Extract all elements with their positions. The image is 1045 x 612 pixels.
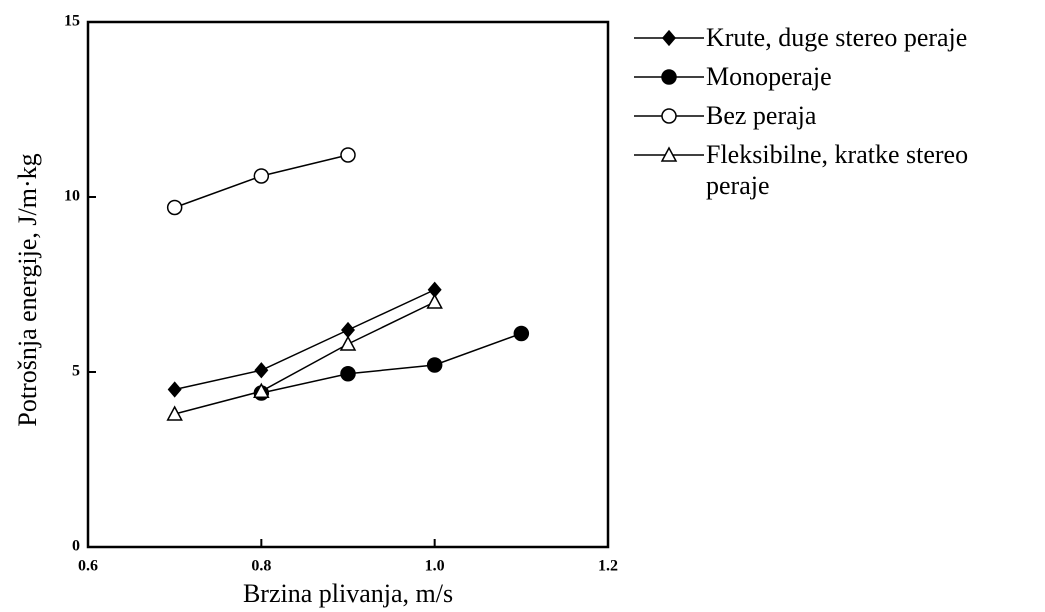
- y-tick-label: 0: [72, 538, 80, 555]
- legend-label: Fleksibilne, kratke stereo peraje: [706, 140, 969, 200]
- marker: [662, 29, 676, 47]
- marker: [661, 108, 677, 124]
- legend-item: Monoperaje: [630, 61, 1040, 92]
- marker: [426, 293, 443, 309]
- marker: [340, 147, 356, 163]
- legend-symbol: [634, 108, 704, 124]
- legend-label: Krute, duge stereo peraje: [706, 23, 968, 52]
- legend-label: Monoperaje: [706, 62, 832, 91]
- series-line: [174, 289, 435, 391]
- marker: [166, 199, 183, 216]
- legend-item: Fleksibilne, kratke stereo peraje: [630, 139, 1040, 201]
- marker: [339, 335, 357, 351]
- marker: [254, 362, 269, 379]
- marker: [167, 381, 182, 398]
- chart: Brzina plivanja, m/s Potrošnja energije,…: [13, 13, 618, 608]
- marker: [426, 357, 443, 373]
- marker: [513, 325, 530, 342]
- marker: [341, 321, 355, 339]
- marker: [253, 382, 270, 398]
- legend: Krute, duge stereo peraje Monoperaje Bez p…: [630, 22, 1040, 209]
- x-tick-label: 1.0: [425, 558, 445, 575]
- marker: [660, 146, 678, 162]
- y-tick-label: 15: [64, 13, 80, 30]
- x-axis-label: Brzina plivanja, m/s: [243, 579, 453, 608]
- marker: [661, 69, 677, 85]
- x-tick-label: 0.8: [251, 558, 271, 575]
- legend-symbol: [634, 69, 704, 85]
- legend-item: Bez peraja: [630, 100, 1040, 131]
- legend-label: Bez peraja: [706, 101, 817, 130]
- marker: [340, 366, 356, 382]
- y-tick-label: 5: [72, 363, 80, 380]
- x-tick-label: 1.2: [598, 558, 618, 575]
- y-axis-label: Potrošnja energije, J/m·kg: [13, 153, 42, 426]
- y-tick-label: 10: [64, 188, 80, 205]
- legend-item: Krute, duge stereo peraje: [630, 22, 1040, 53]
- marker: [253, 168, 270, 184]
- legend-symbol: [634, 146, 704, 162]
- plot-frame: [86, 20, 610, 549]
- legend-symbol: [634, 29, 704, 47]
- series-line: [261, 332, 522, 394]
- x-tick-label: 0.6: [78, 558, 98, 575]
- series-line: [174, 301, 435, 415]
- marker: [166, 405, 183, 421]
